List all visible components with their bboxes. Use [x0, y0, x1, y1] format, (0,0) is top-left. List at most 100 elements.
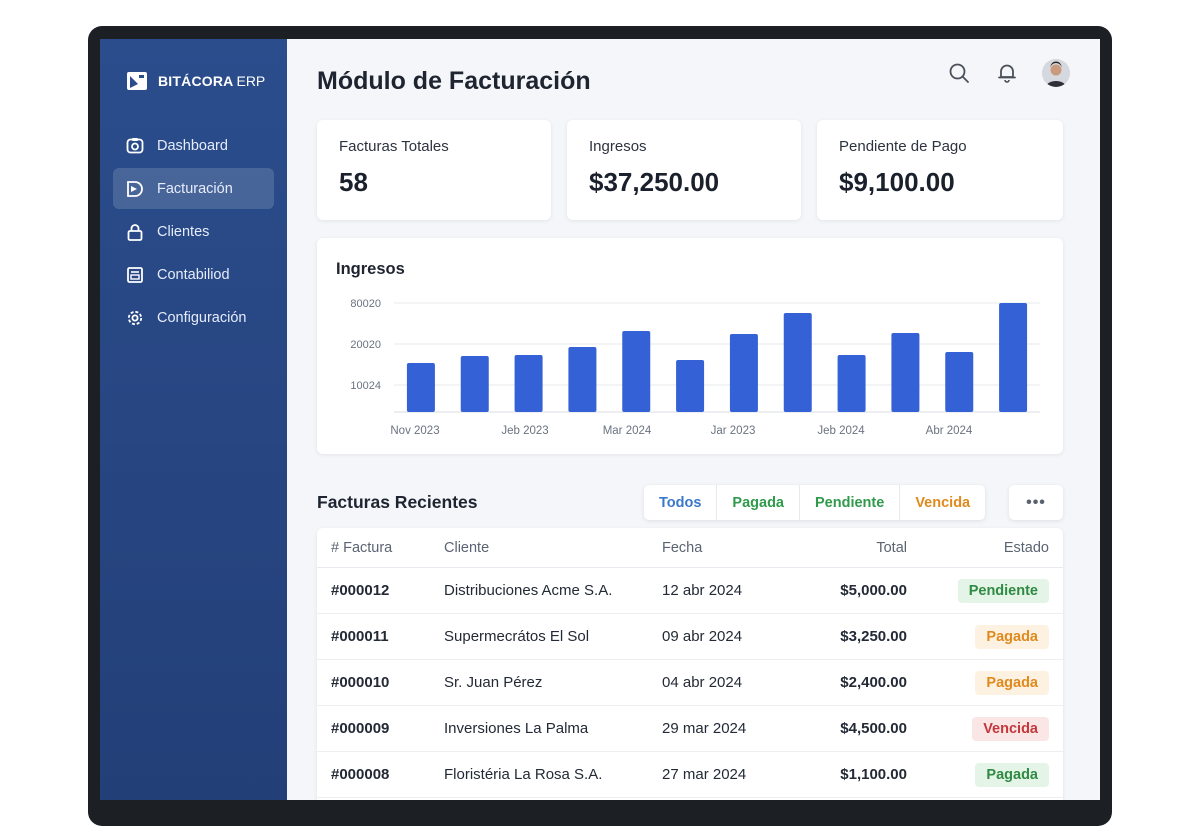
section-title-facturas-recientes: Facturas Recientes [317, 492, 478, 512]
kpi-ingresos: Ingresos $37,250.00 [567, 120, 801, 220]
table-row[interactable]: #000008 Floristéria La Rosa S.A. 27 mar 20… [317, 752, 1063, 798]
status-cell: Pendiente [907, 578, 1063, 603]
kpi-label: Ingresos [589, 138, 647, 155]
invoice-icon [125, 179, 145, 199]
table-row[interactable]: #000009 Inversiones La Palma 29 mar 2024 $4… [317, 706, 1063, 752]
app-screen: BITÁCORA ERP Dashboard Facturación Clien… [100, 39, 1100, 800]
table-row[interactable]: #000011 Supermecrátos El Sol 09 abr 2024 $3… [317, 614, 1063, 660]
chart-bar[interactable] [999, 303, 1028, 412]
filter-vencida-button[interactable]: Vencida [900, 485, 985, 520]
filter-label: Pagada [732, 494, 785, 511]
status-cell: Vencida [907, 716, 1063, 741]
sidebar-item-contabilidad[interactable]: Contabiliod [113, 254, 274, 295]
filter-label: Pendiente [815, 494, 885, 511]
dashboard-icon [125, 136, 145, 156]
y-tick-label: 10024 [350, 380, 381, 392]
page-title: Módulo de Facturación [317, 67, 591, 95]
status-badge: Pagada [975, 624, 1049, 649]
status-cell: Pagada [907, 762, 1063, 787]
chart-bar[interactable] [783, 313, 812, 412]
x-tick-label: Jeb 2024 [817, 425, 865, 437]
sidebar-item-label: Contabiliod [157, 266, 230, 283]
chart-bar[interactable] [568, 347, 597, 412]
table-row[interactable]: #000010 Sr. Juan Pérez 04 abr 2024 $2,400.0… [317, 660, 1063, 706]
user-avatar[interactable] [1042, 59, 1070, 87]
x-tick-label: Mar 2024 [603, 425, 652, 437]
gear-icon [125, 308, 145, 328]
client-name: Inversiones La Palma [444, 720, 589, 737]
column-header-fecha[interactable]: Fecha [662, 539, 703, 556]
filter-todos-button[interactable]: Todos [644, 485, 718, 520]
column-header-estado[interactable]: Estado [1003, 539, 1049, 556]
status-badge: Pendiente [957, 578, 1049, 603]
invoice-number: #000012 [331, 582, 390, 599]
brand-name: BITÁCORA [158, 73, 234, 89]
invoice-total: $4,500.00 [840, 720, 907, 737]
main-content: Módulo de Facturación Facturas Totales 5… [287, 39, 1100, 800]
column-header-factura[interactable]: # Factura [331, 539, 393, 556]
kpi-label: Pendiente de Pago [839, 138, 967, 155]
sidebar-item-label: Facturación [157, 180, 233, 197]
x-tick-label: Jar 2023 [711, 425, 756, 437]
invoice-date: 29 mar 2024 [662, 720, 747, 737]
invoice-number: #000008 [331, 766, 390, 783]
sidebar-item-label: Dashboard [157, 137, 228, 154]
client-name: Sr. Juan Pérez [444, 674, 543, 691]
invoices-table: # Factura Cliente Fecha Total Estado #00… [317, 528, 1063, 800]
y-tick-label: 80020 [350, 298, 381, 310]
chart-bar[interactable] [622, 331, 651, 412]
sidebar-item-label: Configuración [157, 309, 247, 326]
invoice-date: 27 mar 2024 [662, 766, 747, 783]
column-header-total[interactable]: Total [876, 539, 907, 556]
invoice-date: 09 abr 2024 [662, 628, 743, 645]
chart-bar[interactable] [891, 333, 920, 412]
invoice-date: 12 abr 2024 [662, 582, 743, 599]
sidebar-item-facturacion[interactable]: Facturación [113, 168, 274, 209]
column-header-cliente[interactable]: Cliente [444, 539, 490, 556]
status-cell: Pagada [907, 624, 1063, 649]
table-body: #000012 Distribuciones Acme S.A. 12 abr 20… [317, 568, 1063, 798]
sidebar-item-configuracion[interactable]: Configuración [113, 297, 274, 338]
brand-suffix: ERP [236, 73, 266, 89]
chart-title: Ingresos [336, 260, 405, 278]
sidebar-item-clientes[interactable]: Clientes [113, 211, 274, 252]
invoice-total: $5,000.00 [840, 582, 907, 599]
more-options-button[interactable]: ••• [1009, 485, 1063, 520]
invoice-total: $2,400.00 [840, 674, 907, 691]
y-tick-label: 20020 [350, 339, 381, 351]
client-name: Distribuciones Acme S.A. [444, 582, 613, 599]
kpi-pendiente-de-pago: Pendiente de Pago $9,100.00 [817, 120, 1063, 220]
status-badge: Vencida [972, 716, 1049, 741]
chart-bar[interactable] [676, 360, 705, 412]
sidebar-item-dashboard[interactable]: Dashboard [113, 125, 274, 166]
filter-label: Vencida [915, 494, 971, 511]
sidebar-item-label: Clientes [157, 223, 210, 240]
kpi-value: 58 [339, 167, 368, 197]
table-row[interactable]: #000012 Distribuciones Acme S.A. 12 abr 20… [317, 568, 1063, 614]
brand: BITÁCORA ERP [100, 67, 287, 95]
ingresos-bar-chart: 80020 20020 10024 Nov 2023 Jeb 2023 Mar 2024 J… [350, 298, 1040, 437]
chart-bar[interactable] [460, 356, 489, 412]
chart-bar[interactable] [945, 352, 974, 412]
status-filter-group: Todos Pagada Pendiente Vencida [644, 485, 986, 520]
chart-bar[interactable] [729, 334, 758, 412]
client-name: Supermecrátos El Sol [444, 628, 590, 645]
filter-pendiente-button[interactable]: Pendiente [800, 485, 901, 520]
brand-logo-icon [127, 72, 147, 90]
filter-pagada-button[interactable]: Pagada [717, 485, 801, 520]
kpi-label: Facturas Totales [339, 138, 449, 155]
status-badge: Pagada [975, 670, 1049, 695]
chart-bar[interactable] [837, 355, 866, 412]
search-icon[interactable] [946, 60, 972, 86]
x-tick-label: Nov 2023 [390, 425, 439, 437]
bell-icon[interactable] [994, 60, 1020, 86]
invoice-total: $3,250.00 [840, 628, 907, 645]
invoice-number: #000011 [331, 628, 389, 645]
chart-bar[interactable] [514, 355, 543, 412]
chart-bar[interactable] [406, 363, 435, 412]
lock-icon [125, 222, 145, 242]
invoice-number: #000009 [331, 720, 390, 737]
invoice-date: 04 abr 2024 [662, 674, 743, 691]
x-tick-label: Jeb 2023 [501, 425, 548, 437]
ingresos-chart-card: Ingresos 80020 20020 10024 Nov 2023 Jeb 2023… [317, 238, 1063, 454]
